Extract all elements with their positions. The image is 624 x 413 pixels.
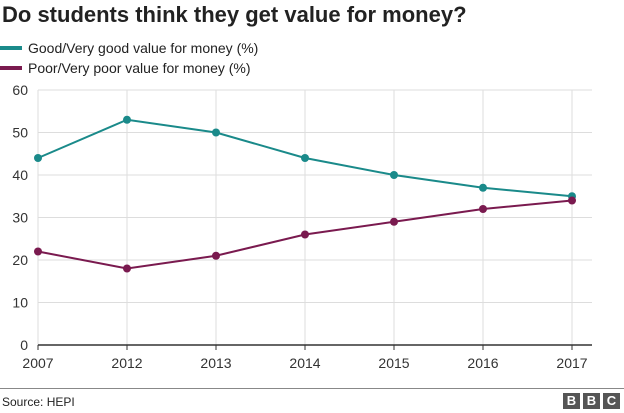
logo-letter-1: B [563, 393, 580, 409]
x-tick-label: 2012 [111, 355, 142, 371]
data-point-1 [390, 217, 398, 226]
y-tick-label: 30 [12, 210, 28, 226]
x-tick-label: 2014 [289, 355, 320, 371]
data-point-1 [568, 196, 576, 205]
legend-label-poor: Poor/Very poor value for money (%) [28, 60, 251, 76]
legend-item-good: Good/Very good value for money (%) [0, 38, 258, 58]
data-point-0 [479, 183, 487, 192]
legend-item-poor: Poor/Very poor value for money (%) [0, 58, 258, 78]
bbc-logo: B B C [563, 393, 620, 409]
x-tick-label: 2017 [556, 355, 587, 371]
y-tick-label: 20 [12, 252, 28, 268]
data-point-0 [390, 171, 398, 179]
x-tick-label: 2016 [467, 355, 498, 371]
x-tick-label: 2007 [22, 355, 53, 371]
data-point-0 [301, 154, 309, 162]
footer-divider [0, 388, 624, 389]
y-tick-label: 40 [12, 167, 28, 183]
data-point-0 [212, 128, 220, 137]
source-note: Source: HEPI [2, 395, 75, 409]
line-chart: 0 10 20 30 40 50 60 2007 2012 2013 2014 2015 2016 201… [12, 82, 592, 371]
x-tick-label: 2013 [200, 355, 231, 371]
data-point-1 [212, 251, 220, 260]
logo-letter-2: B [583, 393, 600, 409]
y-tick-label: 50 [12, 125, 28, 141]
legend-swatch-good [0, 46, 22, 50]
data-point-0 [34, 154, 42, 162]
chart-title: Do students think they get value for mon… [2, 2, 467, 27]
data-point-1 [34, 247, 42, 256]
x-tick-label: 2015 [378, 355, 409, 371]
data-point-1 [123, 264, 131, 273]
legend-swatch-poor [0, 66, 22, 70]
y-tick-label: 10 [12, 295, 28, 311]
y-tick-label: 0 [20, 337, 28, 353]
logo-letter-3: C [603, 393, 620, 409]
y-tick-label: 60 [12, 82, 28, 98]
data-point-0 [123, 115, 131, 124]
legend-label-good: Good/Very good value for money (%) [28, 40, 259, 56]
data-point-1 [301, 230, 309, 239]
data-point-1 [479, 205, 487, 213]
chart-legend: Good/Very good value for money (%) Poor/… [0, 38, 258, 78]
